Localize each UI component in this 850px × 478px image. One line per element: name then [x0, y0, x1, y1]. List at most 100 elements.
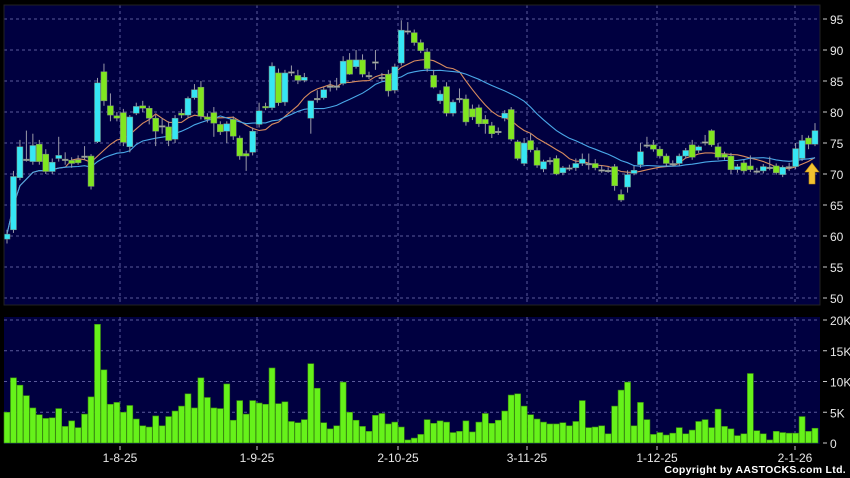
- candle: [676, 153, 683, 166]
- candle-body-down: [701, 141, 709, 144]
- volume-bar: [223, 383, 231, 444]
- candle: [314, 90, 321, 103]
- volume-bar: [630, 425, 638, 444]
- volume-bar: [242, 413, 250, 444]
- candle: [268, 62, 276, 111]
- candle-body-up: [637, 151, 644, 165]
- volume-bar: [391, 421, 399, 444]
- price-tick-label: 55: [830, 261, 844, 275]
- candle-body-down: [333, 85, 340, 88]
- candle-body-up: [760, 166, 767, 172]
- candle: [184, 96, 192, 119]
- candle-body-down: [113, 115, 121, 119]
- candle: [553, 155, 560, 176]
- candle-body-down: [740, 162, 748, 172]
- volume-bar: [372, 415, 379, 444]
- volume-bar: [759, 433, 767, 444]
- candle: [87, 154, 95, 190]
- candle-body-down: [617, 194, 625, 201]
- volume-bar: [346, 411, 353, 444]
- date-tick-label: 2-1-26: [778, 451, 813, 465]
- candle-body-up: [171, 117, 179, 140]
- candle: [798, 134, 806, 161]
- volume-bar: [772, 431, 780, 444]
- volume-bar: [145, 426, 153, 444]
- candle-body-up: [540, 161, 547, 170]
- candle: [579, 153, 586, 166]
- volume-panel: [4, 317, 820, 444]
- candle: [242, 150, 250, 171]
- candle: [191, 84, 198, 100]
- candle: [204, 113, 211, 123]
- candle-body-up: [301, 77, 308, 81]
- candle-body-up: [94, 82, 101, 143]
- candle-body-down: [708, 130, 715, 146]
- volume-bar: [307, 363, 315, 444]
- candle-body-down: [566, 167, 573, 170]
- volume-bar: [365, 431, 373, 444]
- candle: [74, 155, 82, 165]
- candle-body-up: [682, 150, 689, 157]
- volume-bar: [520, 405, 528, 444]
- candle: [197, 81, 205, 120]
- volume-bar: [352, 419, 360, 444]
- candle-body-down: [469, 108, 476, 118]
- candle: [288, 65, 295, 77]
- volume-bar: [294, 422, 302, 444]
- price-tick-label: 90: [830, 44, 844, 58]
- volume-bar: [23, 395, 30, 444]
- candle-body-down: [275, 72, 282, 103]
- candle-body-down: [314, 98, 321, 101]
- volume-bar: [320, 422, 328, 444]
- candle-body-down: [611, 166, 618, 187]
- candle: [740, 159, 748, 174]
- candle-body-down: [598, 169, 605, 172]
- volume-bar: [546, 423, 554, 444]
- candle-body-up: [281, 72, 289, 103]
- candle: [126, 115, 134, 153]
- volume-bar: [68, 420, 75, 444]
- volume-bar: [469, 431, 476, 444]
- candle-body-down: [417, 42, 424, 51]
- candle-body-down: [145, 108, 153, 119]
- candle-body-down: [727, 155, 735, 170]
- volume-bar: [566, 425, 573, 444]
- candle: [779, 165, 786, 178]
- candle-body-down: [365, 75, 373, 78]
- candle: [145, 105, 153, 125]
- candle-body-down: [242, 153, 250, 157]
- candle: [663, 153, 670, 167]
- candle-body-up: [249, 130, 256, 153]
- volume-bar: [36, 414, 43, 444]
- candle-body-down: [423, 51, 431, 69]
- candle: [643, 136, 651, 148]
- candle: [766, 156, 774, 171]
- volume-bar: [249, 400, 256, 444]
- candle-body-down: [475, 107, 483, 125]
- candle: [637, 143, 644, 168]
- volume-bar: [217, 408, 224, 444]
- volume-bar: [475, 421, 483, 444]
- candle-body-down: [236, 137, 243, 157]
- volume-bar: [94, 324, 101, 444]
- candle: [482, 115, 489, 134]
- candle: [805, 135, 812, 150]
- volume-bar: [507, 394, 515, 444]
- candle-body-down: [152, 117, 159, 132]
- candle: [604, 167, 612, 173]
- candle: [139, 100, 146, 112]
- candle: [533, 147, 541, 168]
- candle: [385, 69, 392, 97]
- candle-body-down: [456, 98, 463, 101]
- price-tick-label: 80: [830, 106, 844, 120]
- date-tick-label: 1-12-25: [636, 451, 678, 465]
- volume-bar: [617, 389, 625, 444]
- candle-body-down: [61, 158, 69, 161]
- candle: [469, 104, 476, 121]
- candle-body-up: [3, 233, 11, 240]
- volume-bar: [785, 432, 793, 444]
- candle-body-down: [204, 116, 211, 120]
- candle: [591, 159, 599, 171]
- candle-body-down: [288, 71, 295, 74]
- candle: [249, 127, 256, 156]
